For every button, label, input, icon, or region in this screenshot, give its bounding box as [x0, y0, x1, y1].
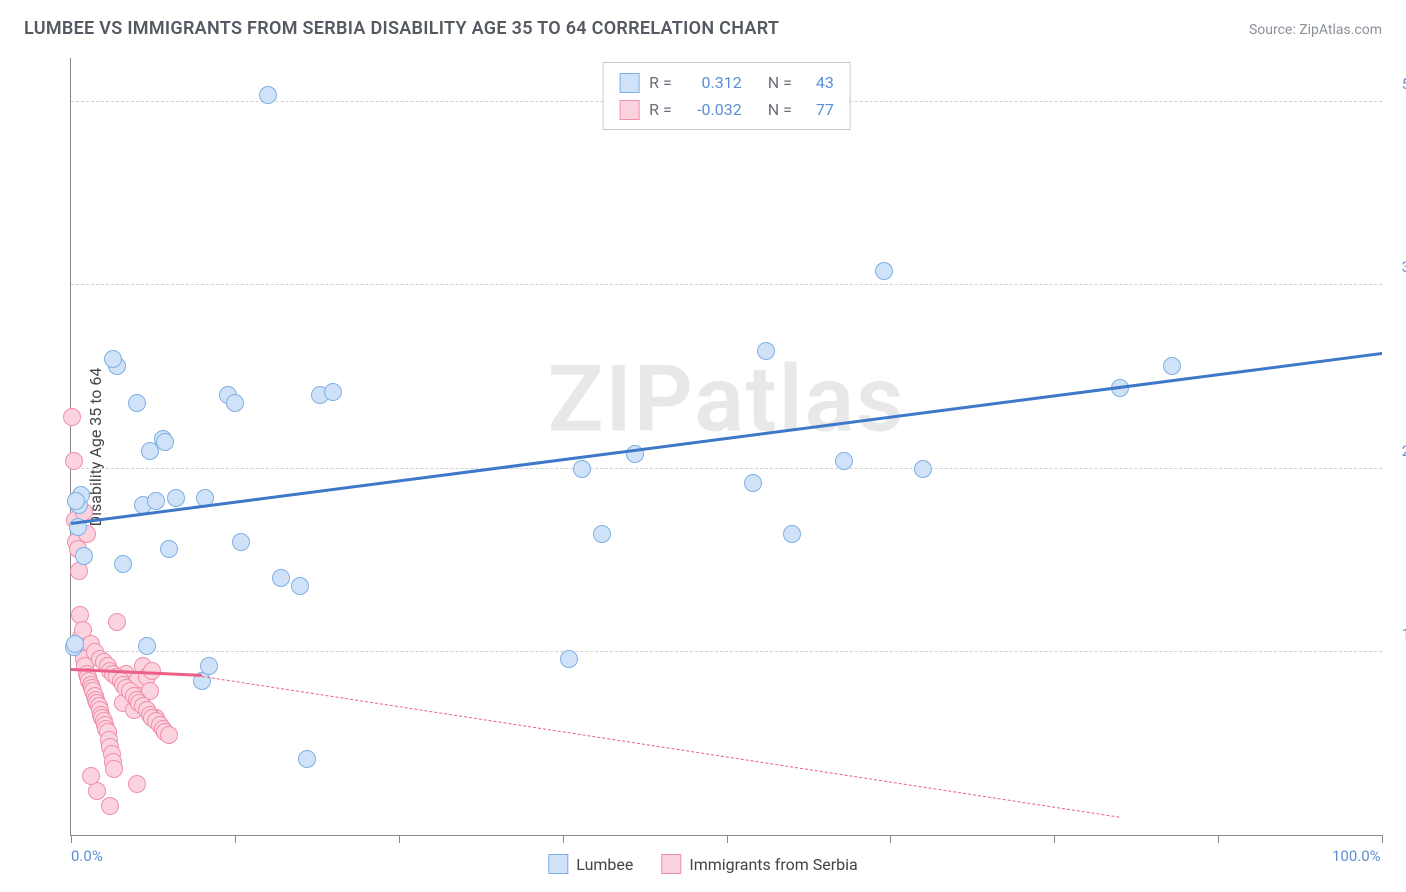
- gridline: [71, 468, 1382, 469]
- x-tick: [1054, 835, 1055, 843]
- trend-line: [202, 676, 1120, 818]
- plot-area: ZIPatlas R =0.312N =43R =-0.032N =77 12.…: [70, 58, 1382, 836]
- data-point: [75, 547, 93, 565]
- x-tick-label: 100.0%: [1332, 847, 1381, 865]
- data-point: [63, 408, 81, 426]
- data-point: [593, 525, 611, 543]
- n-value: 77: [802, 96, 834, 123]
- legend-label: Lumbee: [576, 855, 633, 874]
- data-point: [156, 433, 174, 451]
- y-tick-label: 37.5%: [1387, 258, 1406, 276]
- series-legend: Lumbee Immigrants from Serbia: [548, 854, 857, 874]
- data-point: [138, 637, 156, 655]
- trend-line: [71, 352, 1382, 525]
- data-point: [67, 492, 85, 510]
- x-tick: [563, 835, 564, 843]
- source-attribution: Source: ZipAtlas.com: [1249, 22, 1382, 38]
- data-point: [875, 262, 893, 280]
- data-point: [82, 767, 100, 785]
- data-point: [783, 525, 801, 543]
- n-label: N =: [768, 96, 792, 123]
- x-tick-label: 0.0%: [71, 847, 103, 865]
- legend-swatch: [661, 854, 681, 874]
- data-point: [291, 577, 309, 595]
- x-tick: [399, 835, 400, 843]
- data-point: [324, 383, 342, 401]
- legend-swatch: [619, 100, 639, 120]
- legend-swatch: [619, 73, 639, 93]
- chart-title: LUMBEE VS IMMIGRANTS FROM SERBIA DISABIL…: [24, 18, 779, 39]
- data-point: [160, 726, 178, 744]
- x-tick: [890, 835, 891, 843]
- data-point: [200, 657, 218, 675]
- data-point: [128, 775, 146, 793]
- legend-swatch: [548, 854, 568, 874]
- r-label: R =: [649, 96, 672, 123]
- data-point: [744, 474, 762, 492]
- legend-label: Immigrants from Serbia: [689, 855, 857, 874]
- legend-item: Lumbee: [548, 854, 633, 874]
- y-tick-label: 50.0%: [1387, 75, 1406, 93]
- data-point: [101, 797, 119, 815]
- chart-container: Disability Age 35 to 64 ZIPatlas R =0.31…: [24, 58, 1382, 836]
- x-tick: [1382, 835, 1383, 843]
- correlation-legend: R = 0.312 N = 43 R = -0.032 N = 77: [602, 62, 851, 130]
- chart-header: LUMBEE VS IMMIGRANTS FROM SERBIA DISABIL…: [0, 0, 1406, 51]
- data-point: [298, 750, 316, 768]
- n-value: 43: [802, 69, 834, 96]
- y-tick-label: 12.5%: [1387, 625, 1406, 643]
- data-point: [226, 394, 244, 412]
- gridline: [71, 284, 1382, 285]
- data-point: [757, 342, 775, 360]
- x-tick: [1218, 835, 1219, 843]
- data-point: [835, 452, 853, 470]
- data-point: [108, 613, 126, 631]
- data-point: [65, 452, 83, 470]
- data-point: [128, 394, 146, 412]
- data-point: [573, 460, 591, 478]
- n-label: N =: [768, 69, 792, 96]
- x-tick: [71, 835, 72, 843]
- r-value: 0.312: [682, 69, 742, 96]
- data-point: [66, 635, 84, 653]
- x-tick: [235, 835, 236, 843]
- data-point: [1163, 357, 1181, 375]
- data-point: [105, 760, 123, 778]
- gridline: [71, 651, 1382, 652]
- data-point: [114, 555, 132, 573]
- y-tick-label: 25.0%: [1387, 442, 1406, 460]
- data-point: [272, 569, 290, 587]
- legend-row: R = -0.032 N = 77: [619, 96, 834, 123]
- data-point: [259, 86, 277, 104]
- data-point: [167, 489, 185, 507]
- r-value: -0.032: [682, 96, 742, 123]
- data-point: [147, 492, 165, 510]
- data-point: [104, 350, 122, 368]
- data-point: [914, 460, 932, 478]
- data-point: [160, 540, 178, 558]
- r-label: R =: [649, 69, 672, 96]
- legend-item: Immigrants from Serbia: [661, 854, 857, 874]
- legend-row: R = 0.312 N = 43: [619, 69, 834, 96]
- x-tick: [727, 835, 728, 843]
- data-point: [560, 650, 578, 668]
- data-point: [232, 533, 250, 551]
